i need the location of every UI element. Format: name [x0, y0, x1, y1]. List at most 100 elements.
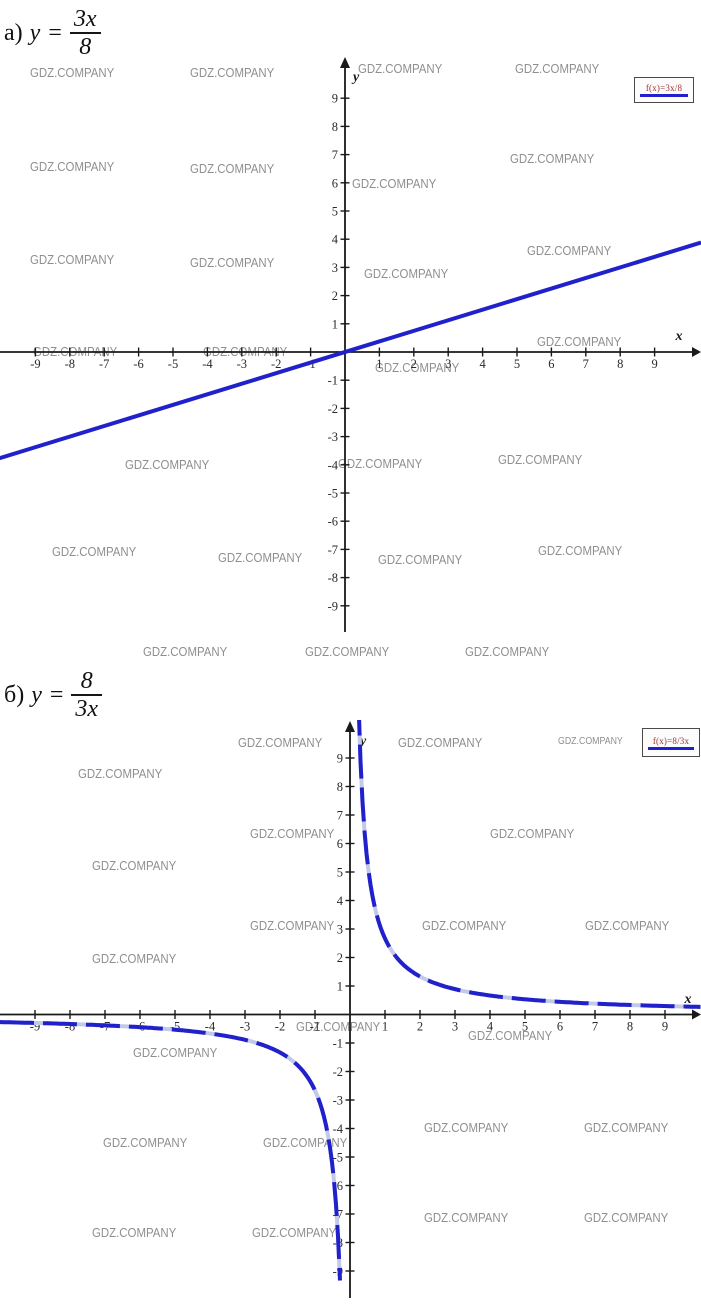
- x-axis-arrow-icon: [692, 1009, 701, 1020]
- x-tick-label: -1: [310, 1020, 320, 1034]
- graph-b-canvas: GDZ.COMPANY GDZ.COMPANY GDZ.COMPANY GDZ.COM…: [0, 720, 701, 1298]
- y-axis-label: y: [351, 70, 360, 85]
- watermark-text: GDZ.COMPANY: [468, 1028, 552, 1043]
- watermark-text: GDZ.COMPANY: [30, 252, 114, 267]
- y-tick-label: -4: [328, 458, 339, 472]
- x-tick-label: 6: [548, 357, 554, 371]
- y-tick-label: 2: [337, 951, 343, 965]
- x-tick-label: 8: [627, 1020, 633, 1034]
- x-tick-label: 1: [376, 357, 382, 371]
- watermark-text: GDZ.COMPANY: [103, 1135, 187, 1150]
- y-tick-label: 8: [332, 120, 338, 134]
- y-tick-label: 4: [337, 894, 344, 908]
- y-tick-label: -4: [333, 1122, 344, 1136]
- watermark-text: GDZ.COMPANY: [585, 918, 669, 933]
- watermark-text: GDZ.COMPANY: [352, 176, 436, 191]
- y-tick-label: -7: [328, 543, 338, 557]
- title-a-var: y: [29, 19, 41, 46]
- watermark-text: GDZ.COMPANY: [537, 334, 621, 349]
- watermark-text: GDZ.COMPANY: [218, 550, 302, 565]
- watermark-text: GDZ.COMPANY: [465, 644, 549, 659]
- watermark-text: GDZ.COMPANY: [92, 951, 176, 966]
- title-b-fraction: 8 3x: [71, 668, 103, 723]
- watermark-text: GDZ.COMPANY: [92, 1225, 176, 1240]
- title-b: б) y = 8 3x: [4, 668, 103, 723]
- watermark-text: GDZ.COMPANY: [143, 644, 227, 659]
- x-tick-label: 8: [617, 357, 623, 371]
- y-tick-label: 3: [332, 261, 338, 275]
- y-tick-label: -8: [328, 571, 338, 585]
- legend-b-label: f(x)=8/3x: [652, 735, 690, 746]
- x-axis-arrow-icon: [692, 347, 701, 357]
- legend-b: f(x)=8/3x: [642, 728, 700, 757]
- x-tick-label: -6: [133, 357, 143, 371]
- watermark-text: GDZ.COMPANY: [498, 452, 582, 467]
- title-b-denominator: 3x: [75, 696, 99, 723]
- x-axis-label: x: [675, 329, 683, 344]
- x-tick-label: 3: [452, 1020, 458, 1034]
- watermark-text: GDZ.COMPANY: [424, 1120, 508, 1135]
- x-tick-label: 1: [382, 1020, 388, 1034]
- y-tick-label: -5: [333, 1151, 343, 1165]
- x-tick-label: -5: [168, 357, 178, 371]
- x-tick-label: -5: [170, 1020, 180, 1034]
- y-tick-label: 8: [337, 780, 343, 794]
- y-tick-label: 7: [332, 148, 338, 162]
- watermark-text: GDZ.COMPANY: [125, 457, 209, 472]
- watermark-text: GDZ.COMPANY: [358, 61, 442, 76]
- y-tick-label: -2: [333, 1065, 343, 1079]
- title-a-prefix: а): [4, 19, 23, 46]
- x-tick-label: -8: [65, 1020, 75, 1034]
- watermark-text: GDZ.COMPANY: [250, 918, 334, 933]
- y-tick-label: -2: [328, 402, 338, 416]
- y-axis-arrow-icon: [345, 721, 355, 732]
- watermark-text: GDZ.COMPANY: [263, 1135, 347, 1150]
- y-tick-label: 1: [332, 317, 338, 331]
- title-b-numerator: 8: [71, 668, 103, 697]
- title-a-denominator: 8: [79, 34, 92, 61]
- legend-a: f(x)=3x/8: [634, 77, 694, 103]
- function-curve-underlay: [357, 720, 701, 1009]
- y-tick-label: 9: [337, 752, 343, 766]
- x-tick-label: -3: [237, 357, 247, 371]
- watermark-text: GDZ.COMPANY: [375, 360, 459, 375]
- watermark-text: GDZ.COMPANY: [490, 826, 574, 841]
- y-axis-arrow-icon: [340, 57, 350, 68]
- watermark-text: GDZ.COMPANY: [364, 266, 448, 281]
- x-tick-label: 6: [557, 1020, 563, 1034]
- watermark-text: GDZ.COMPANY: [584, 1120, 668, 1135]
- x-tick-label: 9: [662, 1020, 668, 1034]
- y-tick-label: -6: [328, 515, 338, 529]
- title-a-fraction: 3x 8: [69, 6, 101, 61]
- y-tick-label: 5: [332, 205, 338, 219]
- watermark-text: GDZ.COMPANY: [378, 552, 462, 567]
- watermark-text: GDZ.COMPANY: [398, 735, 482, 750]
- watermark-text: GDZ.COMPANY: [78, 766, 162, 781]
- y-tick-label: 5: [337, 866, 343, 880]
- x-tick-label: 4: [479, 357, 486, 371]
- watermark-text: GDZ.COMPANY: [538, 543, 622, 558]
- x-tick-label: 5: [514, 357, 520, 371]
- x-tick-label: -2: [275, 1020, 285, 1034]
- title-b-equals: =: [49, 681, 64, 708]
- title-a-equals: =: [48, 19, 62, 46]
- watermark-text: GDZ.COMPANY: [584, 1210, 668, 1225]
- watermark-text: GDZ.COMPANY: [52, 544, 136, 559]
- title-b-prefix: б): [4, 681, 25, 708]
- y-tick-label: 3: [337, 923, 343, 937]
- x-tick-label: -4: [205, 1020, 216, 1034]
- x-tick-label: 2: [417, 1020, 423, 1034]
- y-tick-label: -6: [333, 1179, 343, 1193]
- watermark-text: GDZ.COMPANY: [92, 858, 176, 873]
- title-a: а) y = 3x 8: [4, 6, 101, 61]
- watermark-text: GDZ.COMPANY: [252, 1225, 336, 1240]
- x-tick-label: 2: [411, 357, 417, 371]
- y-tick-label: 6: [337, 837, 343, 851]
- y-tick-label: -1: [328, 374, 338, 388]
- x-axis-label: x: [684, 992, 692, 1007]
- x-tick-label: -4: [202, 357, 213, 371]
- x-tick-label: 7: [592, 1020, 598, 1034]
- watermark-text: GDZ.COMPANY: [510, 151, 594, 166]
- watermark-text: GDZ.COMPANY: [133, 1045, 217, 1060]
